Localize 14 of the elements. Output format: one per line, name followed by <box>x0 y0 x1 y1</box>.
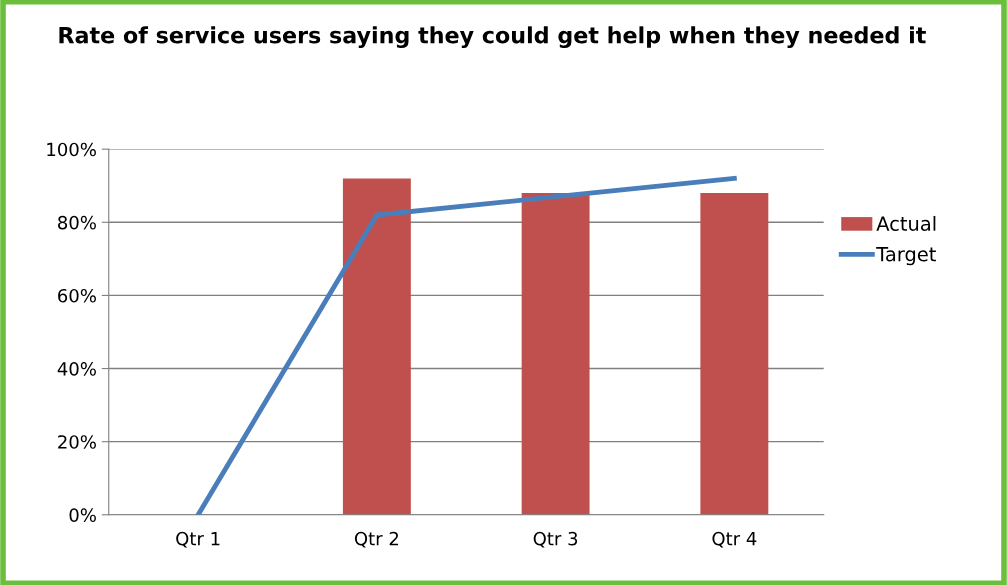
x-tick-label: Qtr 1 <box>176 531 220 548</box>
x-tick-label: Qtr 3 <box>533 531 578 548</box>
y-tick-label: 80% <box>58 215 96 230</box>
chart-title: Rate of service users saying they could get help when they needed it <box>59 26 926 49</box>
line-series <box>195 175 737 515</box>
x-tick-label: Qtr 2 <box>354 531 399 548</box>
y-tick-label: 0% <box>69 508 96 522</box>
legend-label: Actual <box>876 215 936 231</box>
legend-label: Target <box>876 247 936 266</box>
y-tick-label: 40% <box>57 362 96 376</box>
x-tick-label: Qtr 4 <box>712 531 757 548</box>
y-tick-label: 20% <box>58 435 96 449</box>
y-tick-label: 60% <box>58 288 96 303</box>
y-tick-label: 100% <box>47 142 96 157</box>
